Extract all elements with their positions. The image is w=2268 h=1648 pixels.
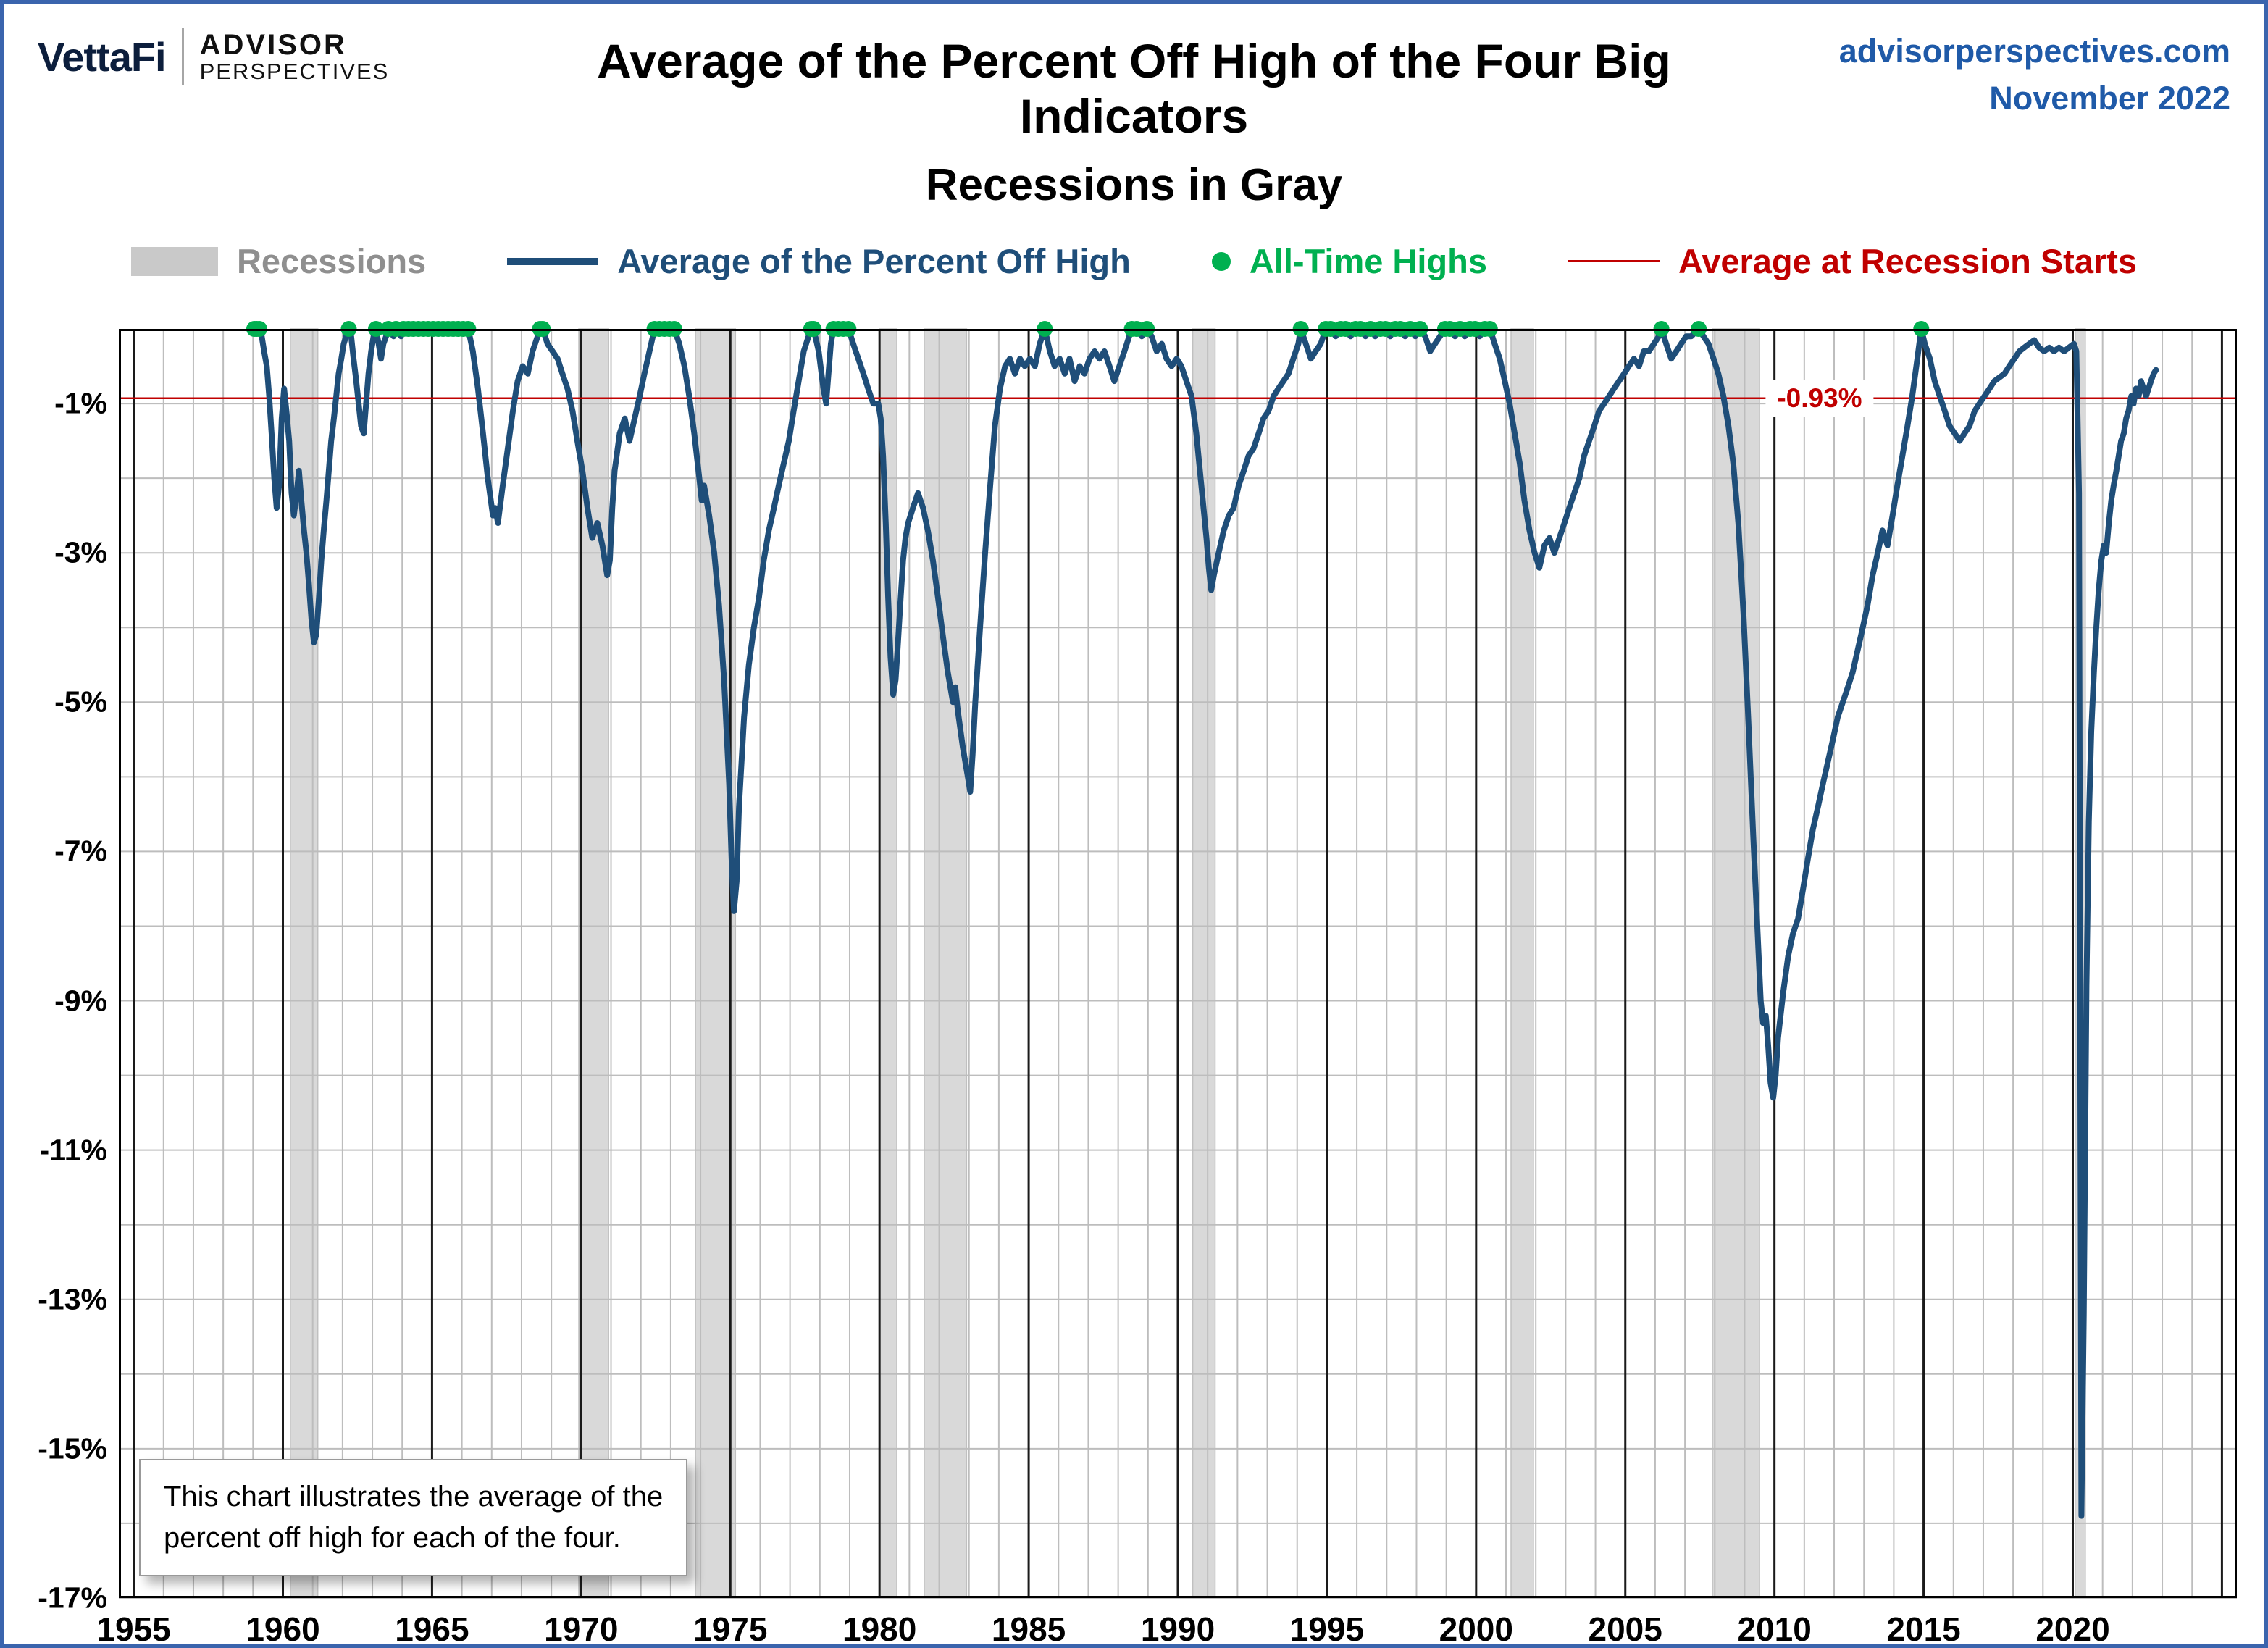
legend-label-all-time-highs: All-Time Highs xyxy=(1249,242,1487,280)
reference-line-label: -0.93% xyxy=(1765,380,1874,417)
source-block: advisorperspectives.com November 2022 xyxy=(1767,28,2230,122)
x-tick-label: 2020 xyxy=(2035,1610,2110,1648)
x-tick-label: 1975 xyxy=(693,1610,768,1648)
y-tick-label: -17% xyxy=(38,1581,107,1615)
legend-item-all-time-highs: All-Time Highs xyxy=(1211,241,1487,281)
y-tick-label: -15% xyxy=(38,1431,107,1465)
legend-label-recessions: Recessions xyxy=(236,242,427,280)
legend-item-recessions: Recessions xyxy=(130,241,427,281)
legend-label-average-line: Average of the Percent Off High xyxy=(617,242,1131,280)
page-title: Average of the Percent Off High of the F… xyxy=(597,34,1671,143)
note-box: This chart illustrates the average of th… xyxy=(139,1459,688,1576)
x-tick-label: 1990 xyxy=(1140,1610,1215,1648)
advisor-perspectives-line1: ADVISOR xyxy=(199,28,347,61)
y-tick-label: -3% xyxy=(54,535,107,569)
x-tick-label: 2010 xyxy=(1737,1610,1812,1648)
y-tick-label: -7% xyxy=(54,834,107,868)
legend: Recessions Average of the Percent Off Hi… xyxy=(4,241,2264,281)
brand-block: VettaFi ADVISOR PERSPECTIVES xyxy=(38,28,501,85)
vettafi-logo: VettaFi xyxy=(38,33,167,80)
y-tick-label: -1% xyxy=(54,386,107,420)
advisor-perspectives-line2: PERSPECTIVES xyxy=(199,58,390,84)
y-axis-labels: -1% -3% -5% -7% -9% -11% -13% -15% -17% xyxy=(9,329,107,1615)
recession-swatch-icon xyxy=(130,246,218,276)
title-block: Average of the Percent Off High of the F… xyxy=(501,28,1767,211)
x-tick-label: 2015 xyxy=(1886,1610,1961,1648)
x-tick-label: 1985 xyxy=(991,1610,1066,1648)
legend-item-average-line: Average of the Percent Off High xyxy=(507,241,1131,281)
x-tick-label: 2000 xyxy=(1439,1610,1513,1648)
y-tick-label: -13% xyxy=(38,1282,107,1316)
thin-line-swatch-icon xyxy=(1568,260,1660,262)
source-url: advisorperspectives.com xyxy=(1838,33,2230,70)
header: VettaFi ADVISOR PERSPECTIVES Average of … xyxy=(4,4,2264,211)
legend-item-recession-start-average: Average at Recession Starts xyxy=(1568,241,2137,281)
line-swatch-icon xyxy=(507,257,599,265)
note-line2: percent off high for each of the four. xyxy=(164,1521,621,1554)
y-tick-label: -9% xyxy=(54,984,107,1017)
x-tick-label: 1960 xyxy=(246,1610,320,1648)
x-tick-label: 1965 xyxy=(395,1610,469,1648)
x-tick-label: 1955 xyxy=(96,1610,171,1648)
y-tick-label: -11% xyxy=(39,1133,107,1167)
x-tick-label: 2005 xyxy=(1588,1610,1662,1648)
page-subtitle: Recessions in Gray xyxy=(925,160,1343,210)
recession-band xyxy=(924,328,968,1599)
brand-divider xyxy=(181,28,184,85)
x-tick-label: 1970 xyxy=(544,1610,619,1648)
y-tick-label: -5% xyxy=(54,685,107,719)
plot-area: -1% -3% -5% -7% -9% -11% -13% -15% -17% 1955 1960… xyxy=(38,321,2237,1644)
legend-label-recession-start-average: Average at Recession Starts xyxy=(1678,242,2138,280)
recession-band xyxy=(578,328,609,1599)
dot-swatch-icon xyxy=(1211,251,1231,271)
x-axis-labels: 1955 1960 1965 1970 1975 1980 1985 1990 1995 2000… xyxy=(96,1602,2237,1648)
chart-svg xyxy=(119,321,2237,1599)
plot-frame xyxy=(119,329,2237,1598)
advisor-perspectives-logo: ADVISOR PERSPECTIVES xyxy=(200,30,390,84)
source-date: November 2022 xyxy=(1989,80,2230,117)
note-line1: This chart illustrates the average of th… xyxy=(164,1481,664,1513)
x-tick-label: 1995 xyxy=(1289,1610,1365,1648)
x-tick-label: 1980 xyxy=(842,1610,917,1648)
